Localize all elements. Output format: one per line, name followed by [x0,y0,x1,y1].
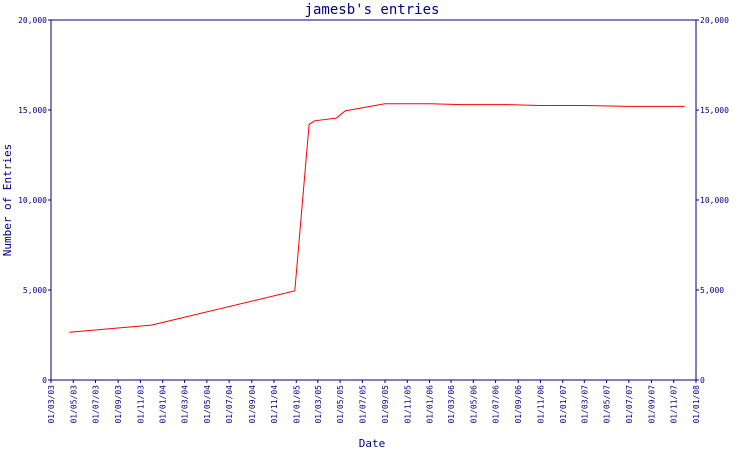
x-tick-label: 01/09/04 [248,385,257,424]
x-tick-label: 01/01/05 [292,385,301,424]
y-tick-label-right: 5,000 [700,286,724,295]
x-tick-label: 01/07/05 [358,385,367,424]
x-tick-label: 01/01/06 [426,385,435,424]
x-tick-label: 01/11/05 [403,385,412,424]
y-tick-label-left: 20,000 [18,16,47,25]
y-axis-label: Number of Entries [1,144,14,257]
x-tick-label: 01/07/07 [625,385,634,424]
y-tick-label-right: 0 [700,376,705,385]
y-tick-label-left: 10,000 [18,196,47,205]
x-tick-label: 01/03/03 [47,385,56,424]
y-tick-label-right: 15,000 [700,106,729,115]
x-tick-label: 01/01/07 [559,385,568,424]
x-tick-label: 01/11/07 [670,385,679,424]
x-tick-label: 01/05/03 [69,385,78,424]
x-tick-label: 01/07/03 [92,385,101,424]
y-axis-right: 0 5,000 10,000 15,000 20,000 [696,16,729,385]
x-tick-label: 01/03/04 [181,385,190,424]
y-axis-left: 0 5,000 10,000 15,000 20,000 [18,16,51,385]
x-tick-label: 01/05/06 [469,385,478,424]
plot-frame [50,19,697,381]
x-tick-label: 01/09/06 [514,385,523,424]
x-tick-label: 01/09/05 [381,385,390,424]
x-tick-label: 01/03/05 [314,385,323,424]
x-tick-label: 01/03/07 [580,385,589,424]
y-tick-label-right: 20,000 [700,16,729,25]
x-axis: 01/03/03 01/05/03 01/07/03 01/09/03 01/11/03… [47,380,701,424]
x-tick-label: 01/11/06 [536,385,545,424]
x-tick-label: 01/11/04 [270,385,279,424]
x-tick-label: 01/09/03 [114,385,123,424]
x-tick-label: 01/01/08 [692,385,701,424]
x-tick-label: 01/07/04 [225,385,234,424]
y-tick-label-left: 0 [42,376,47,385]
x-tick-label: 01/05/05 [336,385,345,424]
y-tick-label-left: 15,000 [18,106,47,115]
x-tick-label: 01/05/07 [603,385,612,424]
y-tick-label-right: 10,000 [700,196,729,205]
series-line [69,103,685,333]
x-tick-label: 01/11/03 [136,385,145,424]
chart-title: jamesb's entries [305,2,440,18]
x-axis-label: Date [359,437,386,450]
series-group [69,103,685,333]
x-tick-label: 01/09/07 [647,385,656,424]
x-tick-label: 01/03/06 [447,385,456,424]
x-tick-label: 01/05/04 [203,385,212,424]
y-tick-label-left: 5,000 [23,286,47,295]
x-tick-label: 01/07/06 [492,385,501,424]
x-tick-label: 01/01/04 [159,385,168,424]
